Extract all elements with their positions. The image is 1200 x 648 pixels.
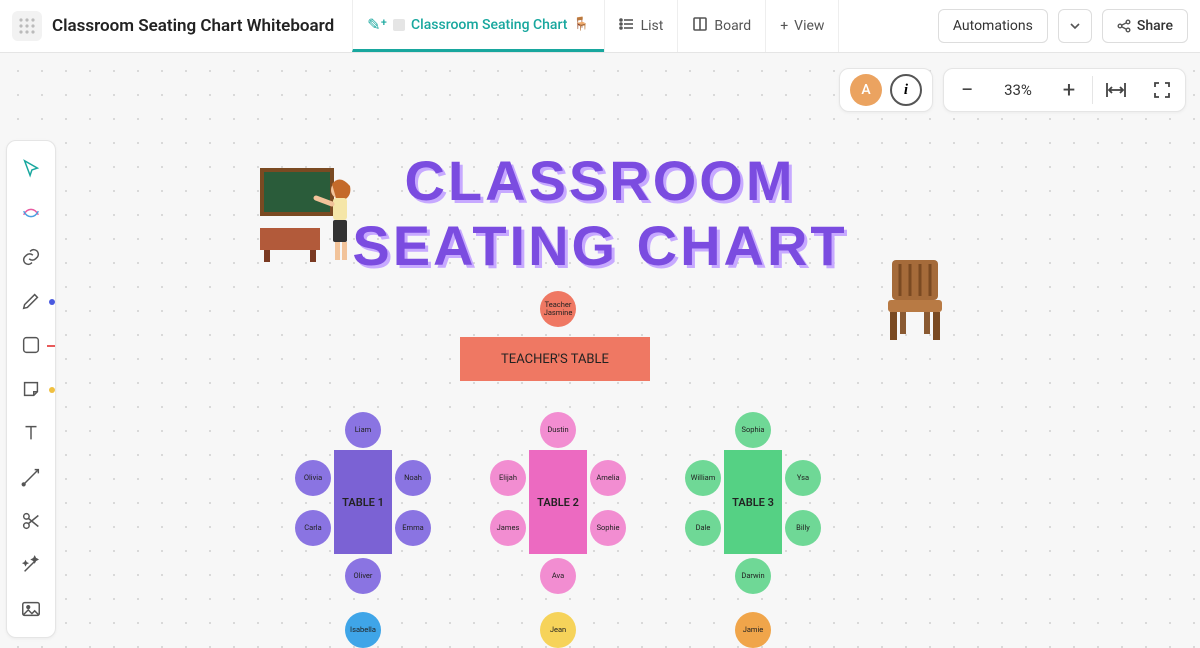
hero-title: CLASSROOM SEATING CHART: [352, 148, 847, 278]
presence-chip: A i: [839, 68, 933, 112]
avatar[interactable]: A: [850, 74, 882, 106]
seat[interactable]: Elijah: [490, 460, 526, 496]
seat-extra[interactable]: Jamie: [735, 612, 771, 648]
chair-mini-icon: 🪑: [573, 17, 589, 32]
board-icon: [692, 16, 708, 36]
seat-extra[interactable]: Isabella: [345, 612, 381, 648]
hero-line2: SEATING CHART: [352, 213, 847, 278]
table-rect[interactable]: TABLE 3: [724, 450, 782, 554]
hero-line1: CLASSROOM: [352, 148, 847, 213]
seat[interactable]: Ava: [540, 558, 576, 594]
tab-seating-chart[interactable]: ✎⁺ Classroom Seating Chart 🪑: [352, 0, 603, 52]
tab-list[interactable]: List: [604, 0, 678, 52]
tab-board[interactable]: Board: [677, 0, 765, 52]
zoom-in-button[interactable]: +: [1046, 68, 1092, 112]
tab-label: Board: [714, 18, 751, 34]
seat[interactable]: Amelia: [590, 460, 626, 496]
seat[interactable]: Emma: [395, 510, 431, 546]
share-icon: [1117, 19, 1131, 33]
tool-sticky[interactable]: [11, 369, 51, 409]
seat[interactable]: Liam: [345, 412, 381, 448]
tool-connector[interactable]: [11, 457, 51, 497]
tab-label: List: [641, 18, 664, 34]
seat[interactable]: Sophie: [590, 510, 626, 546]
info-icon[interactable]: i: [890, 74, 922, 106]
tool-ai[interactable]: [11, 193, 51, 233]
seat[interactable]: Sophia: [735, 412, 771, 448]
automations-label: Automations: [953, 18, 1033, 34]
topbar: Classroom Seating Chart Whiteboard ✎⁺ Cl…: [0, 0, 1200, 53]
table-rect[interactable]: TABLE 2: [529, 450, 587, 554]
seat-extra[interactable]: Jean: [540, 612, 576, 648]
share-button[interactable]: Share: [1102, 9, 1188, 43]
tool-select[interactable]: [11, 149, 51, 189]
tool-image[interactable]: [11, 589, 51, 629]
tool-shape[interactable]: [11, 325, 51, 365]
table-rect[interactable]: TABLE 1: [334, 450, 392, 554]
sticky-color-dot: [49, 387, 55, 393]
pen-color-dot: [49, 299, 55, 305]
teacher-illustration: [260, 168, 370, 267]
fit-width-button[interactable]: [1093, 82, 1139, 98]
automations-button[interactable]: Automations: [938, 9, 1048, 43]
tab-label: View: [794, 18, 824, 34]
tool-link[interactable]: [11, 237, 51, 277]
seat[interactable]: Oliver: [345, 558, 381, 594]
whiteboard-icon: ✎⁺: [367, 15, 387, 34]
float-controls: A i − 33% +: [839, 68, 1186, 112]
seat[interactable]: James: [490, 510, 526, 546]
seat[interactable]: Noah: [395, 460, 431, 496]
seat[interactable]: Billy: [785, 510, 821, 546]
tool-sidebar: [6, 140, 56, 638]
chevron-down-icon: [1069, 20, 1081, 32]
tool-pen[interactable]: [11, 281, 51, 321]
app-grid-icon[interactable]: [12, 11, 42, 41]
teacher-table[interactable]: TEACHER'S TABLE: [460, 337, 650, 381]
chair-illustration: [880, 258, 950, 347]
shape-color-dot: [47, 345, 55, 347]
plus-icon: +: [780, 18, 788, 34]
list-icon: [619, 16, 635, 36]
box-icon: [393, 19, 405, 31]
topbar-right: Automations Share: [938, 9, 1188, 43]
tool-text[interactable]: [11, 413, 51, 453]
canvas[interactable]: CLASSROOM SEATING CHART: [0, 53, 1200, 648]
zoom-value: 33%: [990, 81, 1046, 99]
seat[interactable]: Dustin: [540, 412, 576, 448]
share-label: Share: [1137, 18, 1173, 34]
automations-dropdown[interactable]: [1058, 9, 1092, 43]
tab-add-view[interactable]: + View: [765, 0, 839, 52]
fullscreen-button[interactable]: [1139, 82, 1185, 98]
page-title: Classroom Seating Chart Whiteboard: [52, 16, 334, 36]
seat[interactable]: Dale: [685, 510, 721, 546]
seat[interactable]: Olivia: [295, 460, 331, 496]
teacher-seat[interactable]: Teacher Jasmine: [540, 291, 576, 327]
zoom-chip: − 33% +: [943, 68, 1186, 112]
tool-magic[interactable]: [11, 545, 51, 585]
seat[interactable]: Ysa: [785, 460, 821, 496]
seat[interactable]: Carla: [295, 510, 331, 546]
seat[interactable]: William: [685, 460, 721, 496]
seat[interactable]: Darwin: [735, 558, 771, 594]
view-tabs: ✎⁺ Classroom Seating Chart 🪑 List Board …: [352, 0, 839, 52]
zoom-out-button[interactable]: −: [944, 68, 990, 112]
tool-cut[interactable]: [11, 501, 51, 541]
tab-label: Classroom Seating Chart: [411, 17, 567, 33]
